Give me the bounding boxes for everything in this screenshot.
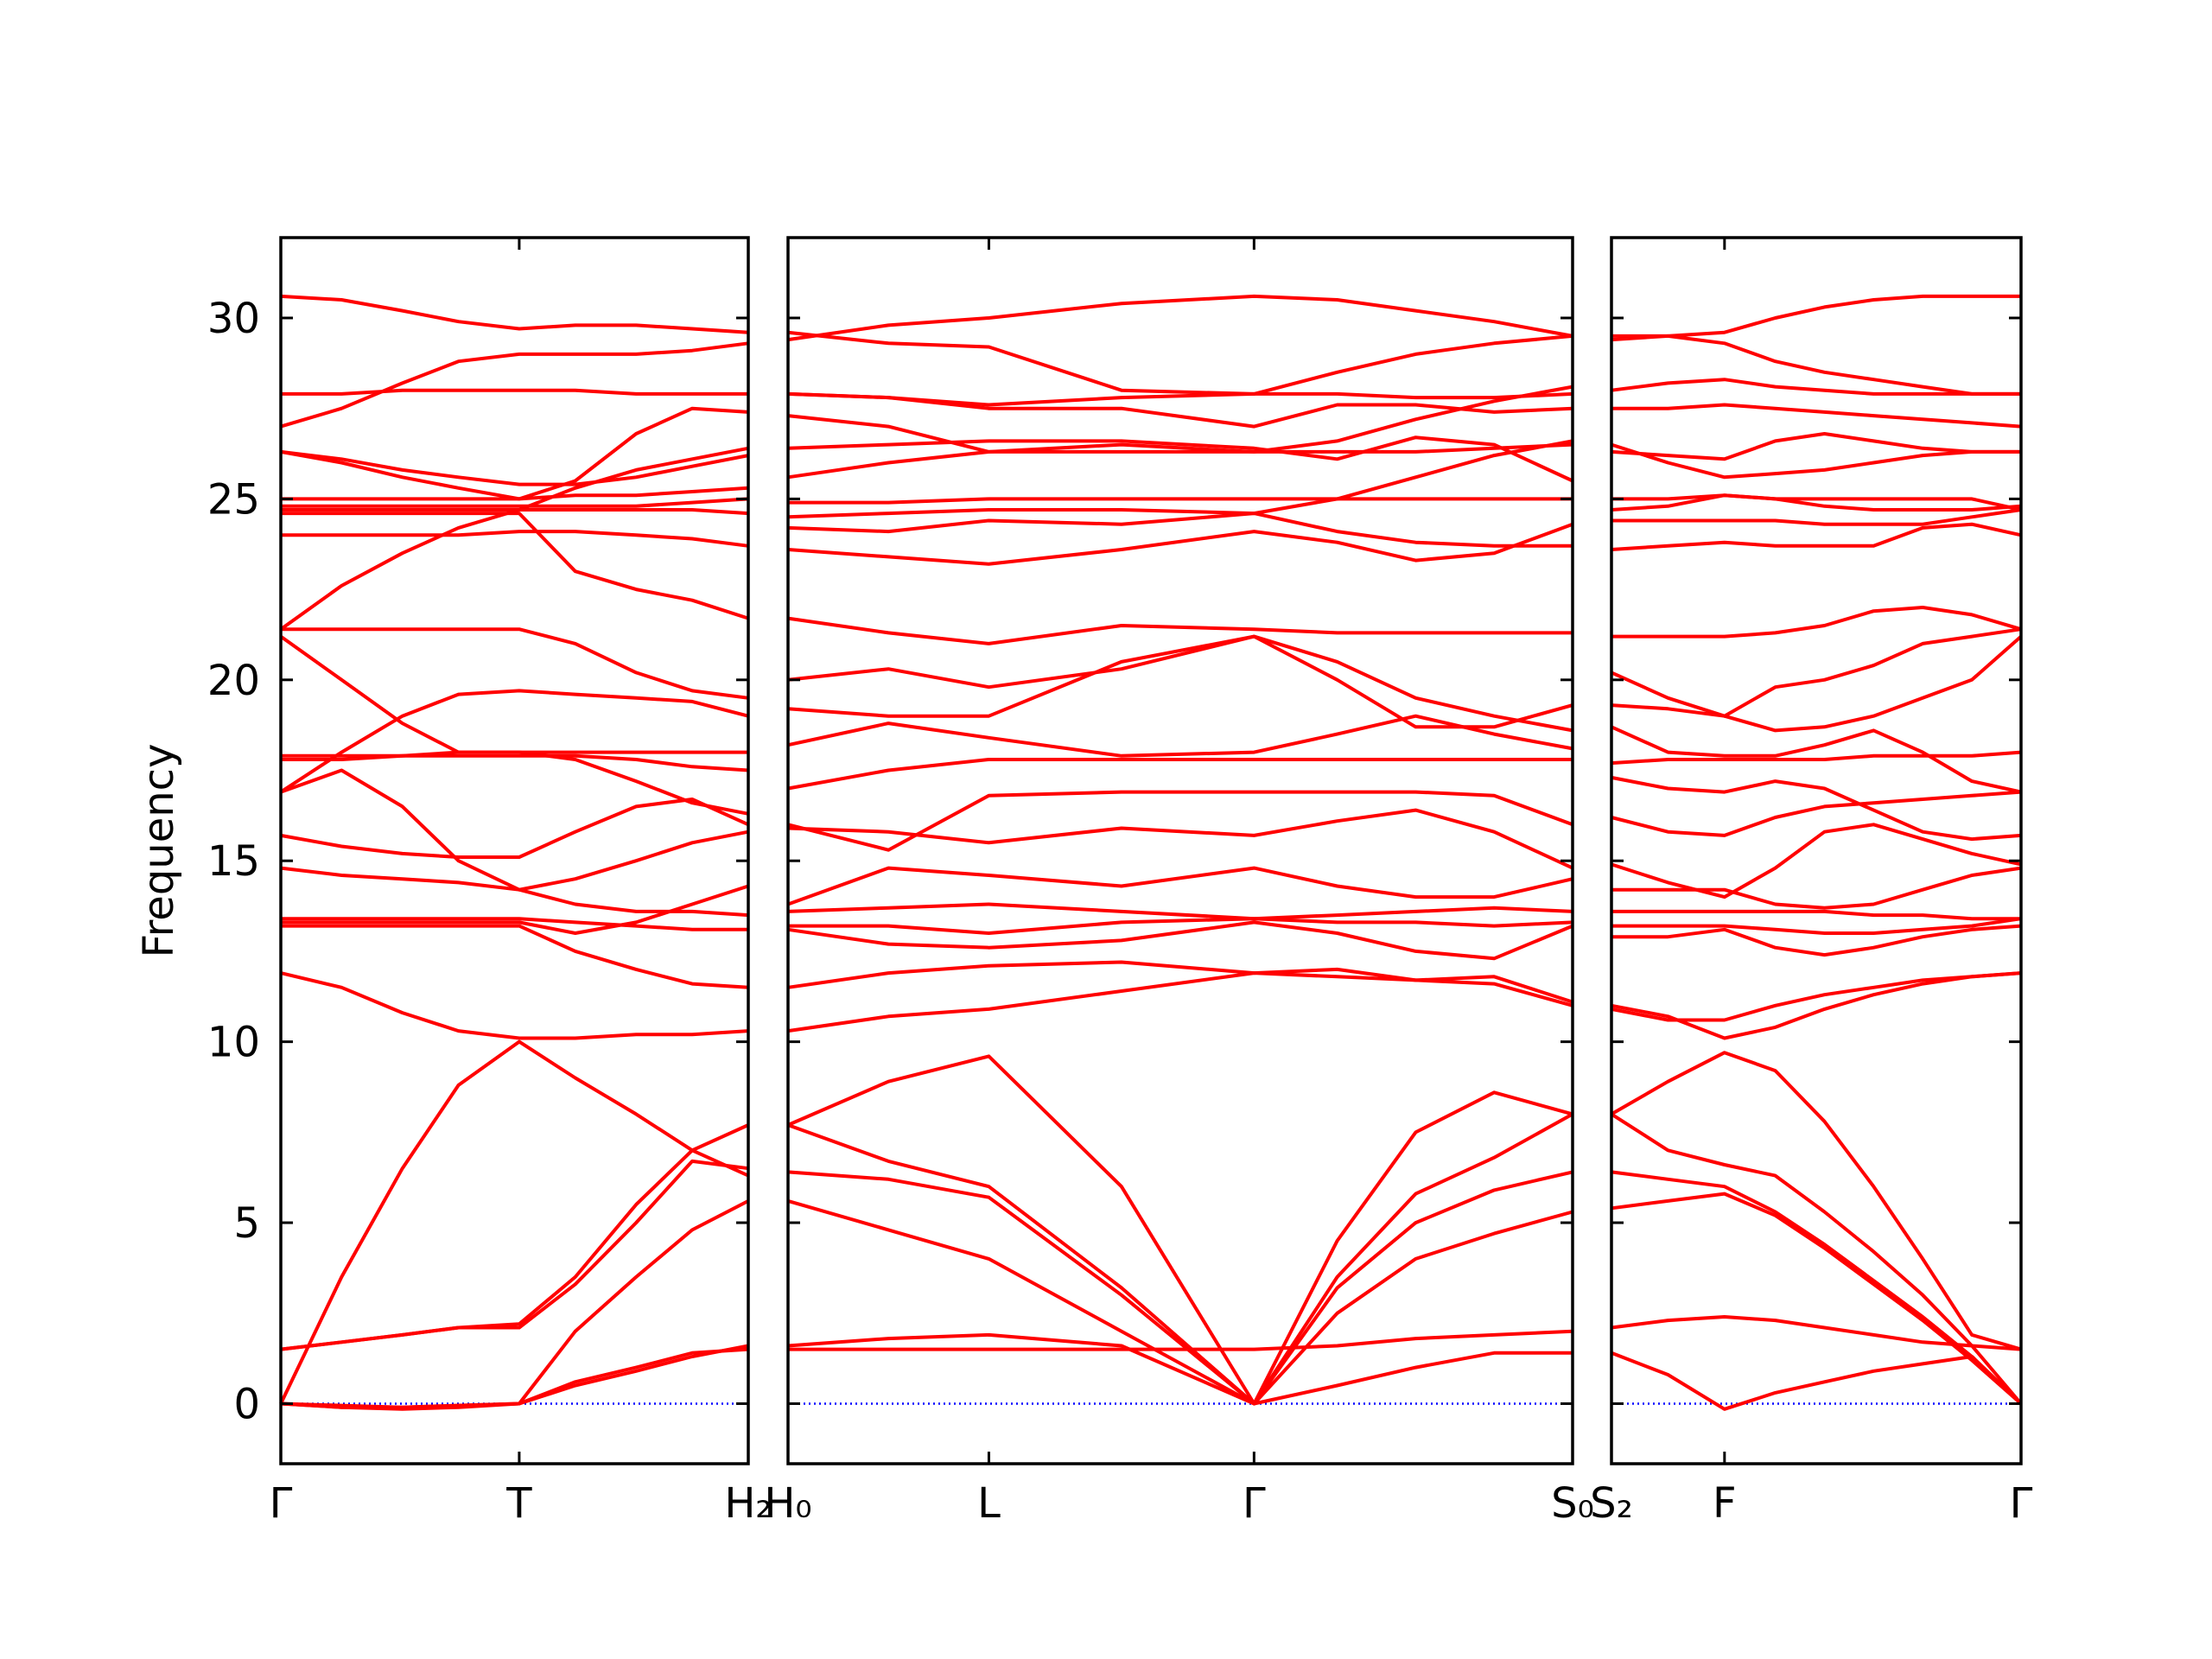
band-line: [787, 634, 1573, 733]
band-line: [787, 1170, 1573, 1406]
y-axis-label: Frequency: [135, 744, 183, 958]
x-tick-label: H₀: [764, 1479, 811, 1528]
band-line: [787, 634, 1573, 729]
band-line: [1611, 823, 2022, 899]
band-line: [787, 758, 1573, 791]
y-tick-label: 5: [233, 1199, 260, 1248]
band-line: [787, 920, 1573, 961]
band-line: [1611, 627, 2022, 718]
band-line: [1611, 1051, 2022, 1351]
band-line: [1611, 403, 2022, 429]
band-line: [1611, 508, 2022, 526]
x-tick-label: S₀: [1551, 1479, 1594, 1528]
band-line: [279, 689, 749, 794]
band-line: [787, 808, 1573, 870]
y-tick-label: 10: [207, 1019, 260, 1067]
plot-frame: [279, 236, 750, 1465]
band-line: [280, 1123, 749, 1351]
band-line: [787, 866, 1573, 906]
band-line: [1611, 909, 2021, 921]
band-line: [1611, 522, 2022, 551]
x-tick-label: S₂: [1590, 1479, 1633, 1528]
band-line: [787, 385, 1573, 454]
band-line: [1611, 1192, 2023, 1405]
band-line: [1611, 924, 2022, 957]
band-line: [281, 497, 749, 508]
band-line: [281, 530, 749, 548]
band-line: [787, 294, 1573, 342]
x-tick-label: F: [1713, 1479, 1737, 1528]
band-line: [281, 388, 748, 396]
plot-frame: [786, 236, 1574, 1465]
band-line: [787, 435, 1573, 483]
band-line: [1611, 866, 2022, 910]
band-line: [281, 924, 749, 989]
band-line: [787, 790, 1573, 852]
band-line: [280, 294, 749, 334]
band-line: [787, 442, 1573, 480]
band-line: [1611, 725, 2022, 794]
band-line: [1611, 432, 2021, 461]
band-line: [280, 1199, 749, 1409]
x-tick-label: L: [977, 1479, 1001, 1528]
x-tick-label: Γ: [270, 1479, 293, 1528]
band-line: [280, 1347, 749, 1409]
plot-frame: [1610, 236, 2023, 1465]
band-line: [280, 449, 749, 486]
band-line: [1611, 971, 2022, 1040]
band-line: [787, 391, 1573, 407]
y-tick-label: 0: [233, 1380, 260, 1428]
band-line: [281, 627, 749, 700]
band-line: [1611, 635, 2023, 733]
band-line: [1611, 790, 2022, 837]
band-line: [1611, 917, 2022, 935]
band-line: [1611, 1351, 2023, 1411]
band-line: [1611, 378, 2021, 396]
y-tick-label: 15: [207, 837, 260, 886]
band-line: [787, 971, 1573, 1033]
band-line: [1611, 750, 2022, 766]
y-tick-label: 30: [207, 295, 260, 343]
band-line: [1611, 493, 2022, 512]
band-line: [787, 1054, 1573, 1406]
band-line: [281, 508, 749, 516]
x-tick-label: T: [505, 1479, 532, 1528]
band-line: [787, 902, 1573, 921]
band-line: [788, 497, 1573, 505]
band-line: [280, 798, 749, 859]
y-tick-label: 20: [207, 657, 260, 705]
band-line: [788, 1329, 1573, 1351]
band-line: [787, 330, 1573, 396]
band-line: [280, 768, 749, 892]
x-tick-label: H₂: [724, 1479, 772, 1528]
band-line: [1611, 971, 2022, 1022]
band-line: [787, 522, 1573, 566]
band-line: [279, 1039, 749, 1405]
band-line: [1611, 1170, 2023, 1405]
band-line: [1611, 334, 2021, 396]
band-line: [280, 1159, 749, 1351]
band-line: [787, 714, 1573, 758]
band-line: [1611, 442, 2021, 480]
band-line: [280, 971, 749, 1040]
x-tick-label: Γ: [1243, 1479, 1266, 1528]
y-tick-label: 25: [207, 475, 260, 524]
band-line: [787, 616, 1573, 645]
band-line: [280, 406, 749, 501]
band-line: [1610, 1112, 2023, 1405]
band-line: [1611, 493, 2022, 512]
band-line: [281, 917, 748, 931]
x-tick-label: Γ: [2010, 1479, 2033, 1528]
band-line: [1611, 775, 2022, 842]
band-line: [787, 439, 1573, 519]
band-line: [787, 960, 1573, 1004]
band-line: [1611, 294, 2021, 342]
band-line: [281, 512, 749, 620]
band-line: [281, 753, 749, 772]
band-line: [279, 634, 749, 816]
band-line: [1611, 606, 2022, 639]
band-line: [280, 341, 749, 429]
